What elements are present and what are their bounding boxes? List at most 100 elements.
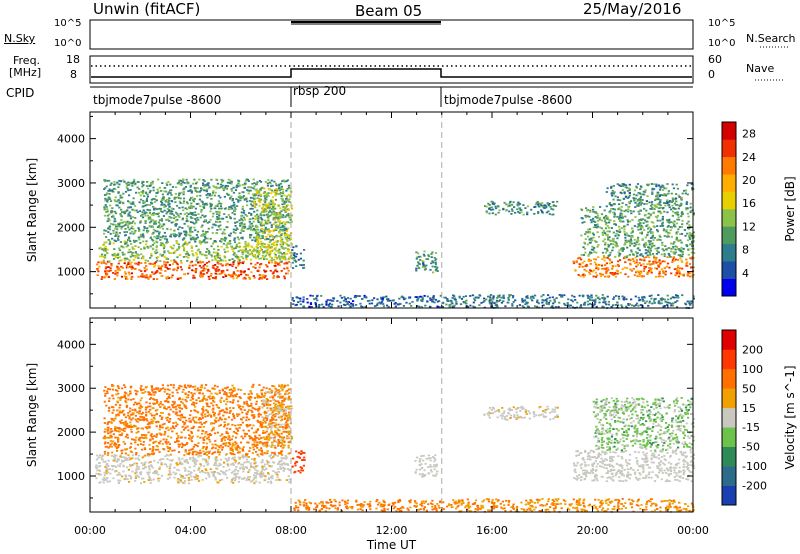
- range-cell: [264, 275, 267, 277]
- range-cell: [104, 254, 107, 256]
- range-cell: [278, 189, 281, 192]
- range-cell: [178, 246, 181, 248]
- range-cell: [212, 267, 215, 269]
- range-cell: [359, 302, 362, 305]
- range-cell: [109, 184, 112, 186]
- range-cell: [637, 236, 640, 239]
- range-cell: [134, 268, 137, 270]
- range-cell: [191, 250, 194, 252]
- range-cell: [182, 200, 186, 203]
- range-cell: [140, 482, 143, 485]
- range-cell: [125, 221, 128, 224]
- range-cell: [250, 203, 253, 206]
- range-cell: [651, 193, 654, 195]
- range-cell: [219, 464, 222, 466]
- range-cell: [147, 218, 150, 221]
- range-cell: [165, 212, 168, 215]
- range-cell: [640, 193, 643, 196]
- range-cell: [584, 233, 587, 235]
- range-cell: [261, 232, 265, 235]
- range-cell: [546, 297, 549, 300]
- range-cell: [138, 230, 141, 232]
- range-cell: [120, 265, 123, 268]
- range-cell: [219, 196, 222, 199]
- range-cell: [643, 259, 646, 262]
- range-cell: [260, 224, 263, 227]
- range-cell: [185, 217, 188, 220]
- range-cell: [620, 304, 623, 307]
- range-cell: [655, 185, 658, 188]
- range-cell: [234, 208, 237, 210]
- range-cell: [483, 297, 486, 300]
- range-cell: [168, 264, 171, 266]
- range-cell: [214, 224, 217, 227]
- range-cell: [247, 460, 250, 463]
- range-cell: [237, 199, 240, 201]
- range-cell: [267, 179, 270, 181]
- range-cell: [589, 259, 592, 262]
- range-cell: [208, 252, 211, 255]
- range-cell: [244, 249, 247, 252]
- range-cell: [636, 238, 639, 241]
- range-cell: [677, 213, 680, 216]
- range-cell: [679, 249, 683, 252]
- range-cell: [592, 217, 595, 220]
- range-cell: [646, 220, 649, 223]
- range-cell: [254, 475, 257, 478]
- range-cell: [227, 214, 230, 216]
- range-cell: [639, 254, 642, 257]
- range-cell: [435, 269, 438, 272]
- range-cell: [690, 247, 693, 250]
- range-cell: [103, 248, 106, 251]
- range-cell: [287, 227, 290, 230]
- range-cell: [690, 234, 693, 237]
- range-cell: [118, 465, 121, 468]
- range-cell: [150, 218, 153, 221]
- range-cell: [161, 236, 164, 239]
- range-cell: [149, 461, 152, 463]
- range-cell: [198, 466, 201, 469]
- range-cell: [526, 297, 529, 299]
- range-cell: [139, 198, 143, 201]
- range-cell: [154, 472, 157, 474]
- range-cell: [254, 197, 257, 200]
- range-cell: [204, 268, 207, 270]
- range-cell: [589, 251, 592, 254]
- range-cell: [678, 196, 681, 198]
- range-cell: [183, 482, 186, 485]
- range-cell: [595, 263, 598, 266]
- range-cell: [493, 302, 496, 304]
- range-cell: [285, 238, 288, 240]
- range-cell: [153, 398, 156, 401]
- range-cell: [588, 295, 591, 298]
- range-cell: [612, 246, 615, 249]
- range-cell: [619, 220, 622, 222]
- range-cell: [184, 470, 187, 472]
- range-cell: [432, 295, 435, 297]
- range-cell: [246, 274, 249, 277]
- range-cell: [163, 245, 166, 248]
- range-cell: [289, 195, 292, 198]
- range-cell: [672, 247, 675, 250]
- range-cell: [613, 273, 616, 276]
- range-cell: [285, 195, 289, 198]
- range-cell: [688, 300, 691, 303]
- range-cell: [173, 268, 176, 271]
- range-cell: [648, 243, 651, 246]
- range-cell: [146, 214, 150, 217]
- range-cell: [290, 214, 294, 217]
- range-cell: [607, 255, 610, 257]
- range-cell: [116, 272, 119, 274]
- range-cell: [178, 179, 181, 182]
- range-cell: [214, 205, 217, 207]
- range-cell: [653, 183, 656, 186]
- range-cell: [616, 215, 619, 218]
- range-cell: [159, 209, 163, 212]
- range-cell: [483, 299, 486, 302]
- range-cell: [635, 261, 638, 264]
- range-cell: [207, 268, 210, 271]
- range-cell: [587, 255, 590, 257]
- range-cell: [271, 261, 274, 264]
- range-cell: [152, 189, 155, 192]
- range-cell: [129, 477, 133, 480]
